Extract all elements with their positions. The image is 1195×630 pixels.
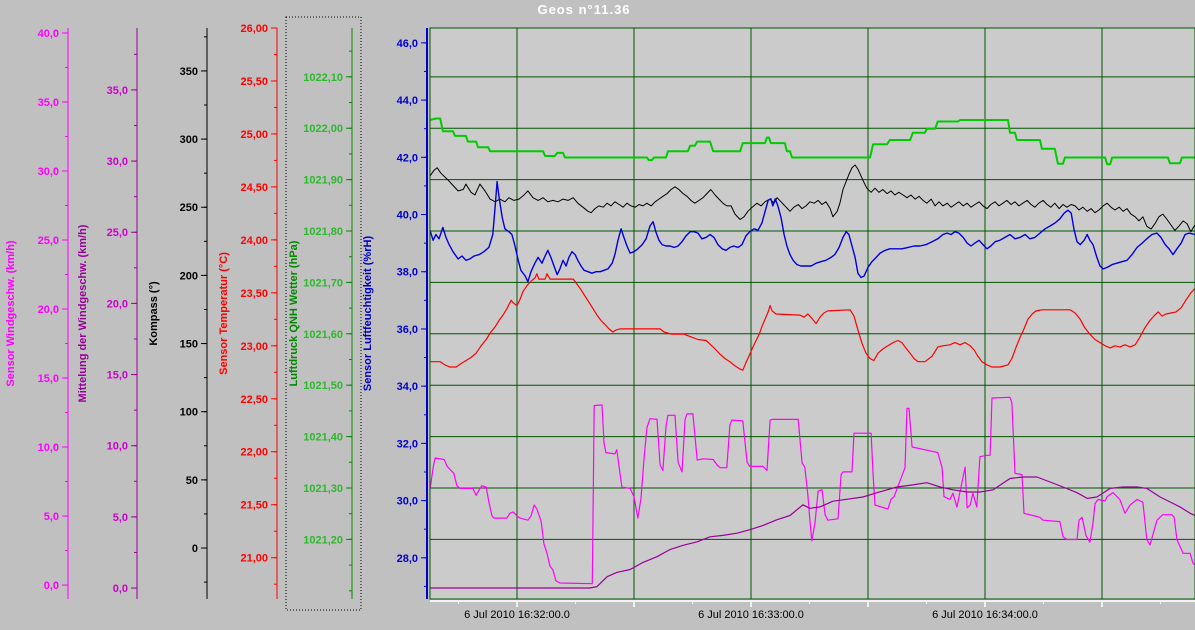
selected-axis-box	[285, 16, 362, 611]
axis-wind-title: Sensor Windgeschw. (km/h)	[5, 240, 17, 387]
axis-wind[interactable]: 0,0 5,0 10,0 15,0 20,0 25,0 30,0 35,0 40,0 Sensor…	[5, 28, 69, 599]
axis-temp-tick-label: 25,50	[240, 76, 268, 88]
axis-humidity-tick-label: 40,0	[397, 210, 418, 222]
plot-area[interactable]	[430, 28, 1195, 599]
axis-pressure-tick-label: 1021,70	[303, 277, 343, 289]
series-wind-line	[429, 396, 1195, 585]
axis-wind_avg-title: Mittelung der Windgeschw. (km/h)	[77, 224, 89, 402]
axis-temp-tick-label: 26,00	[240, 23, 268, 35]
time-axis-label: 6 Jul 2010 16:32:00.0	[464, 609, 570, 621]
axis-pressure-tick-label: 1021,80	[303, 226, 343, 238]
axis-temp-tick-label: 22,50	[240, 394, 268, 406]
axis-pressure-title: Luftdruck QNH Wetter (hPa)	[288, 240, 300, 386]
axis-kompass[interactable]: 0 50 100 150 200 250 300 350 Kompass (°)	[148, 28, 208, 599]
series-wind_avg-line	[430, 476, 1195, 589]
axis-temp-tick-label: 24,00	[240, 235, 268, 247]
series-layer	[429, 117, 1195, 589]
axis-wind-tick-label: 10,0	[38, 442, 59, 454]
axis-wind_avg-tick-label: 5,0	[113, 512, 128, 524]
axis-pressure-tick-label: 1021,90	[303, 175, 343, 187]
axis-pressure-tick-label: 1021,30	[303, 483, 343, 495]
axis-kompass-tick-label: 50	[186, 475, 198, 487]
axis-pressure-tick-label: 1021,40	[303, 432, 343, 444]
axis-temp-title: Sensor Temperatur (°C)	[218, 252, 230, 375]
axis-humidity[interactable]: 28,0 30,0 32,0 34,0 36,0 38,0 40,0 42,0 44,0 46,0…	[362, 28, 428, 599]
axis-kompass-tick-label: 100	[180, 407, 198, 419]
axis-kompass-tick-label: 0	[192, 543, 198, 555]
axis-wind-tick-label: 30,0	[38, 166, 59, 178]
axis-wind_avg-tick-label: 20,0	[107, 298, 128, 310]
series-temp-line	[430, 273, 1195, 371]
series-humidity-line	[429, 180, 1195, 283]
axis-pressure-tick-label: 1021,60	[303, 329, 343, 341]
axis-humidity-tick-label: 32,0	[397, 438, 418, 450]
axis-kompass-tick-label: 350	[180, 66, 198, 78]
axis-humidity-tick-label: 30,0	[397, 496, 418, 508]
axis-wind_avg-tick-label: 0,0	[113, 583, 128, 595]
axis-temp-tick-label: 22,00	[240, 447, 268, 459]
plot-border	[429, 27, 1195, 600]
axis-wind-tick-label: 5,0	[44, 511, 59, 523]
axis-wind-tick-label: 15,0	[38, 373, 59, 385]
axis-kompass-title: Kompass (°)	[148, 281, 160, 346]
axis-humidity-tick-label: 42,0	[397, 152, 418, 164]
axis-humidity-tick-label: 34,0	[397, 381, 418, 393]
axis-wind-tick-label: 0,0	[44, 580, 59, 592]
axis-wind-tick-label: 35,0	[38, 97, 59, 109]
time-axis-label: 6 Jul 2010 16:34:00.0	[932, 609, 1038, 621]
axis-temp-tick-label: 25,00	[240, 129, 268, 141]
axis-temp-tick-label: 24,50	[240, 182, 268, 194]
axis-pressure-tick-label: 1021,20	[303, 534, 343, 546]
axis-pressure-tick-label: 1021,50	[303, 380, 343, 392]
axis-temp-tick-label: 21,00	[240, 553, 268, 565]
axis-wind_avg-tick-label: 35,0	[107, 85, 128, 97]
series-pressure-line	[429, 117, 1195, 166]
axis-wind_avg-tick-label: 10,0	[107, 441, 128, 453]
axis-humidity-tick-label: 44,0	[397, 95, 418, 107]
axis-temp[interactable]: 21,00 21,50 22,00 22,50 23,00 23,50 24,00 24,50…	[218, 23, 278, 599]
time-axis: 6 Jul 2010 16:32:00.0 6 Jul 2010 16:33:00…	[430, 600, 1195, 621]
axis-humidity-tick-label: 46,0	[397, 38, 418, 50]
chart-title: Geos n°11.36	[537, 2, 631, 17]
axis-kompass-tick-label: 200	[180, 270, 198, 282]
axis-temp-tick-label: 23,00	[240, 341, 268, 353]
axis-humidity-tick-label: 38,0	[397, 267, 418, 279]
axis-wind-tick-label: 25,0	[38, 235, 59, 247]
axis-kompass-tick-label: 150	[180, 339, 198, 351]
axis-wind-tick-label: 20,0	[38, 304, 59, 316]
axis-wind_avg-tick-label: 25,0	[107, 227, 128, 239]
grid	[430, 28, 1195, 599]
time-axis-label: 6 Jul 2010 16:33:00.0	[698, 609, 804, 621]
axis-kompass-tick-label: 300	[180, 134, 198, 146]
axis-temp-tick-label: 23,50	[240, 288, 268, 300]
axis-temp-tick-label: 21,50	[240, 500, 268, 512]
axis-humidity-title: Sensor Luftfeuchtigkeit (%rH)	[362, 236, 374, 392]
axis-wind_avg[interactable]: 0,0 5,0 10,0 15,0 20,0 25,0 30,0 35,0 Mittelung …	[77, 28, 138, 599]
axis-kompass-tick-label: 250	[180, 202, 198, 214]
axis-pressure-tick-label: 1022,00	[303, 123, 343, 135]
axis-wind_avg-tick-label: 15,0	[107, 370, 128, 382]
axis-humidity-tick-label: 36,0	[397, 324, 418, 336]
axis-wind-tick-label: 40,0	[38, 28, 59, 40]
axis-pressure[interactable]: 1021,20 1021,30 1021,40 1021,50 1021,60 1021,…	[285, 16, 362, 611]
axis-pressure-tick-label: 1022,10	[303, 72, 343, 84]
axis-wind_avg-tick-label: 30,0	[107, 156, 128, 168]
axis-humidity-tick-label: 28,0	[397, 553, 418, 565]
series-kompass-line	[429, 164, 1195, 233]
